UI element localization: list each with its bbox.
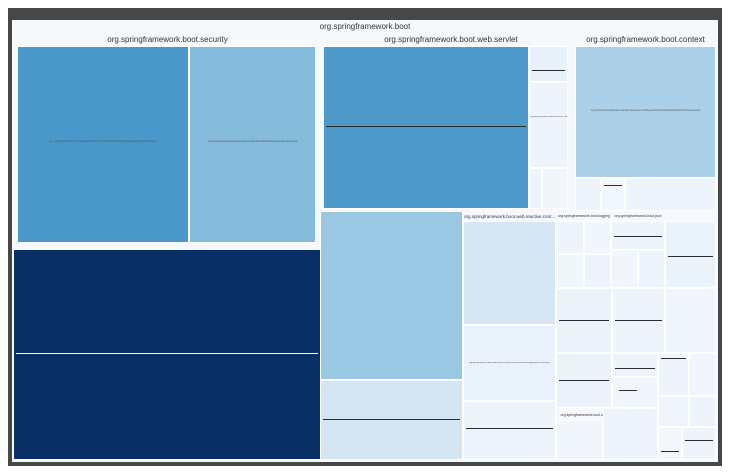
treemap-canvas: org.springframework.boot org.springframe…	[12, 20, 718, 462]
group-title-json: org.springframework.boot.json	[614, 214, 662, 218]
treemap-cell[interactable]	[603, 408, 658, 460]
treemap-cell[interactable]	[13, 249, 321, 460]
group-title-logging: org.springframework.boot.logging	[558, 214, 610, 218]
treemap-cell[interactable]	[557, 254, 584, 288]
treemap-cell[interactable]	[542, 168, 568, 209]
treemap-cell[interactable]	[658, 427, 682, 460]
treemap-cell[interactable]	[556, 420, 603, 460]
treemap-cell[interactable]	[584, 254, 611, 288]
group-title-web-reactive-context: org.springframework.boot.web.reactive.co…	[464, 214, 556, 219]
treemap-cell[interactable]	[665, 221, 716, 288]
treemap-cell[interactable]: org.springframework.boot.security.servle…	[189, 46, 316, 243]
cell-label: org.springframework.boot.security.servle…	[207, 140, 298, 143]
cell-label: org.springframework.boot.context.propert…	[590, 109, 701, 112]
treemap-cell[interactable]	[557, 221, 584, 254]
treemap-cell[interactable]	[529, 46, 568, 82]
treemap-cell[interactable]	[611, 221, 665, 250]
cell-label: org.springframework.boot.security.oauth2…	[49, 140, 157, 143]
treemap-cell[interactable]	[665, 288, 716, 353]
treemap-cell[interactable]	[320, 380, 463, 460]
treemap-cell[interactable]	[612, 353, 658, 377]
treemap-cell[interactable]	[689, 396, 716, 427]
treemap-cell[interactable]	[529, 168, 542, 209]
treemap-cell[interactable]	[625, 178, 716, 211]
group-title-security: org.springframework.boot.security	[107, 35, 228, 44]
treemap-cell[interactable]	[584, 221, 611, 254]
treemap-cell[interactable]	[658, 396, 689, 427]
root-title: org.springframework.boot	[319, 22, 411, 31]
treemap-cell[interactable]: org.springframework.boot.context.propert…	[575, 46, 716, 178]
treemap-cell[interactable]	[575, 178, 601, 211]
treemap-cell[interactable]	[463, 401, 556, 460]
treemap-cell[interactable]: org.springframework.boot.security.oauth2…	[17, 46, 189, 243]
treemap-cell[interactable]	[556, 288, 612, 353]
cell-label: org.springframework.boot.web.reactive.co…	[469, 362, 550, 364]
treemap-cell[interactable]	[689, 353, 716, 396]
treemap-cell[interactable]	[612, 377, 658, 408]
treemap-cell[interactable]	[682, 427, 716, 460]
treemap-cell[interactable]	[611, 250, 638, 288]
treemap-cell[interactable]	[323, 46, 529, 209]
treemap-cell[interactable]	[638, 250, 665, 288]
cell-label: org.springframework.boot.web.servlet.sup…	[530, 116, 567, 118]
treemap-cell[interactable]: org.springframework.boot.web.servlet.sup…	[529, 82, 568, 168]
group-title-context: org.springframework.boot.context	[586, 35, 705, 44]
treemap-cell[interactable]	[601, 178, 625, 211]
treemap-cell[interactable]	[463, 221, 556, 325]
treemap-cell[interactable]	[556, 353, 612, 408]
treemap-cell[interactable]	[658, 353, 689, 396]
treemap-cell[interactable]: org.springframework.boot.web.reactive.co…	[463, 325, 556, 401]
group-title-web-servlet: org.springframework.boot.web.servlet	[384, 35, 518, 44]
treemap-cell[interactable]	[320, 211, 463, 380]
chart-frame: org.springframework.boot org.springframe…	[8, 8, 722, 466]
treemap-cell[interactable]	[612, 288, 665, 353]
